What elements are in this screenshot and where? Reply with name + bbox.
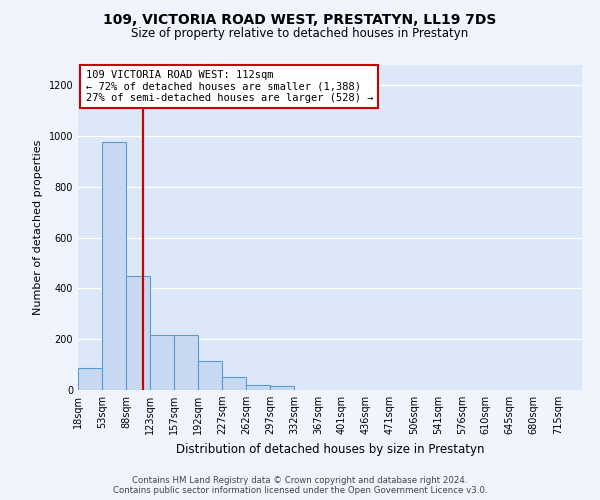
- Text: 109 VICTORIA ROAD WEST: 112sqm
← 72% of detached houses are smaller (1,388)
27% : 109 VICTORIA ROAD WEST: 112sqm ← 72% of …: [86, 70, 373, 103]
- X-axis label: Distribution of detached houses by size in Prestatyn: Distribution of detached houses by size …: [176, 442, 484, 456]
- Bar: [150, 336, 174, 390]
- Bar: [246, 385, 270, 390]
- Bar: [198, 361, 222, 390]
- Bar: [78, 368, 102, 390]
- Y-axis label: Number of detached properties: Number of detached properties: [33, 140, 43, 315]
- Bar: [174, 336, 198, 390]
- Text: 109, VICTORIA ROAD WEST, PRESTATYN, LL19 7DS: 109, VICTORIA ROAD WEST, PRESTATYN, LL19…: [103, 12, 497, 26]
- Bar: [126, 276, 150, 390]
- Bar: [270, 386, 294, 390]
- Bar: [102, 142, 126, 390]
- Text: Contains HM Land Registry data © Crown copyright and database right 2024.
Contai: Contains HM Land Registry data © Crown c…: [113, 476, 487, 495]
- Text: Size of property relative to detached houses in Prestatyn: Size of property relative to detached ho…: [131, 28, 469, 40]
- Bar: [222, 378, 246, 390]
